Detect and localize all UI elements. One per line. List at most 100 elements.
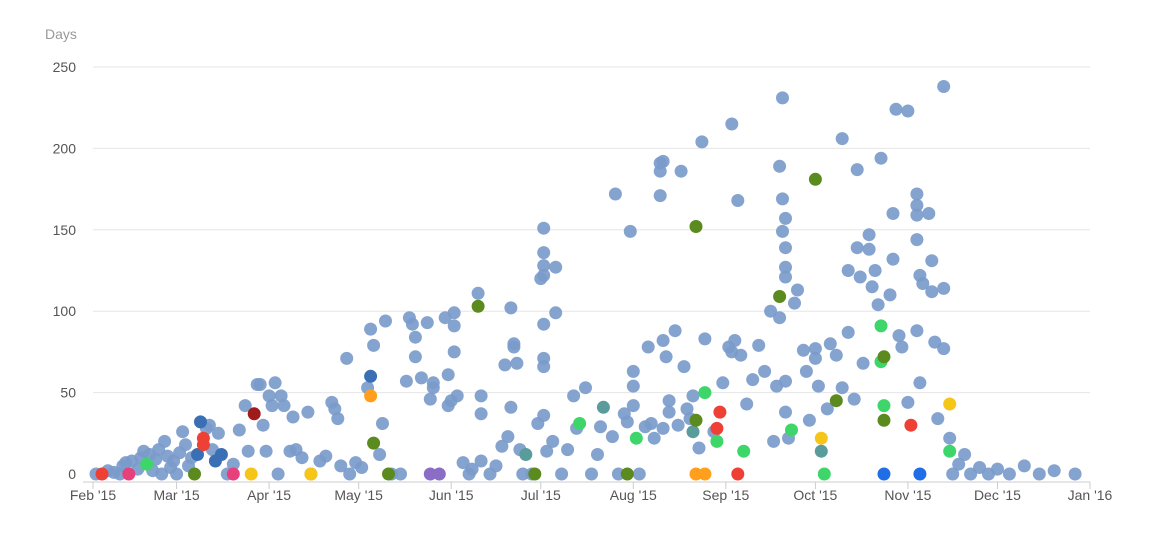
data-point[interactable] [901, 395, 915, 409]
data-point[interactable] [874, 319, 888, 333]
data-point[interactable] [343, 467, 357, 481]
data-point[interactable] [408, 350, 422, 364]
data-point[interactable] [408, 330, 422, 344]
data-point[interactable] [692, 441, 706, 455]
data-point[interactable] [698, 332, 712, 346]
data-point[interactable] [238, 399, 252, 413]
data-point[interactable] [573, 417, 587, 430]
data-point[interactable] [549, 306, 563, 320]
data-point[interactable] [841, 325, 855, 339]
data-point[interactable] [498, 358, 512, 372]
data-point[interactable] [946, 467, 960, 481]
data-point[interactable] [474, 454, 488, 468]
data-point[interactable] [623, 224, 637, 238]
data-point[interactable] [226, 467, 240, 481]
data-point[interactable] [799, 364, 813, 378]
data-point[interactable] [779, 241, 792, 255]
data-point[interactable] [943, 444, 957, 458]
data-point[interactable] [698, 467, 712, 481]
data-point[interactable] [689, 413, 703, 427]
data-point[interactable] [820, 402, 834, 416]
data-point[interactable] [495, 439, 509, 453]
data-point[interactable] [537, 259, 551, 273]
data-point[interactable] [808, 351, 822, 365]
data-point[interactable] [232, 423, 246, 437]
data-point[interactable] [334, 459, 348, 473]
data-point[interactable] [731, 194, 745, 207]
data-point[interactable] [662, 405, 676, 419]
data-point[interactable] [196, 438, 210, 452]
data-point[interactable] [1068, 467, 1082, 481]
data-point[interactable] [540, 444, 554, 458]
data-point[interactable] [241, 444, 255, 458]
data-point[interactable] [931, 412, 945, 426]
data-point[interactable] [686, 425, 700, 439]
data-point[interactable] [519, 448, 533, 461]
data-point[interactable] [537, 268, 551, 282]
data-point[interactable] [561, 443, 575, 457]
data-point[interactable] [752, 338, 766, 352]
data-point[interactable] [877, 413, 891, 427]
data-point[interactable] [829, 348, 843, 362]
data-point[interactable] [1032, 467, 1046, 481]
data-point[interactable] [567, 389, 581, 403]
data-point[interactable] [546, 434, 560, 448]
data-point[interactable] [620, 415, 634, 429]
data-point[interactable] [773, 290, 787, 303]
data-point[interactable] [922, 207, 936, 220]
data-point[interactable] [716, 376, 730, 390]
data-point[interactable] [244, 467, 258, 481]
data-point[interactable] [796, 343, 810, 357]
data-point[interactable] [871, 298, 885, 312]
data-point[interactable] [399, 374, 413, 388]
data-point[interactable] [620, 467, 634, 481]
data-point[interactable] [668, 324, 682, 338]
data-point[interactable] [889, 102, 903, 116]
data-point[interactable] [725, 117, 739, 131]
data-point[interactable] [528, 467, 542, 481]
data-point[interactable] [331, 412, 345, 426]
data-point[interactable] [501, 430, 515, 444]
data-point[interactable] [632, 467, 646, 481]
data-point[interactable] [877, 467, 891, 481]
data-point[interactable] [653, 164, 667, 178]
data-point[interactable] [773, 159, 787, 173]
data-point[interactable] [964, 467, 978, 481]
data-point[interactable] [767, 434, 781, 448]
data-point[interactable] [656, 334, 670, 347]
data-point[interactable] [140, 457, 154, 471]
data-point[interactable] [158, 434, 172, 448]
data-point[interactable] [764, 304, 778, 318]
data-point[interactable] [737, 444, 751, 458]
data-point[interactable] [689, 220, 703, 233]
data-point[interactable] [823, 337, 837, 351]
data-point[interactable] [268, 376, 282, 390]
data-point[interactable] [850, 163, 864, 177]
data-point[interactable] [776, 91, 789, 105]
data-point[interactable] [286, 410, 300, 424]
data-point[interactable] [829, 394, 843, 408]
data-point[interactable] [886, 207, 900, 220]
data-point[interactable] [904, 418, 918, 432]
data-point[interactable] [179, 438, 192, 452]
data-point[interactable] [489, 459, 503, 473]
data-point[interactable] [910, 324, 924, 338]
data-point[interactable] [465, 462, 479, 476]
data-point[interactable] [611, 467, 625, 481]
data-point[interactable] [773, 311, 787, 325]
data-point[interactable] [802, 413, 816, 427]
data-point[interactable] [937, 281, 951, 295]
data-point[interactable] [758, 364, 772, 378]
data-point[interactable] [122, 467, 136, 481]
data-point[interactable] [474, 389, 488, 403]
data-point[interactable] [689, 467, 703, 481]
data-point[interactable] [1017, 459, 1031, 473]
data-point[interactable] [779, 211, 792, 225]
data-point[interactable] [713, 405, 727, 419]
data-point[interactable] [605, 430, 619, 444]
data-point[interactable] [537, 360, 551, 374]
data-point[interactable] [928, 335, 942, 349]
data-point[interactable] [686, 389, 700, 403]
data-point[interactable] [170, 467, 184, 481]
data-point[interactable] [698, 386, 712, 400]
